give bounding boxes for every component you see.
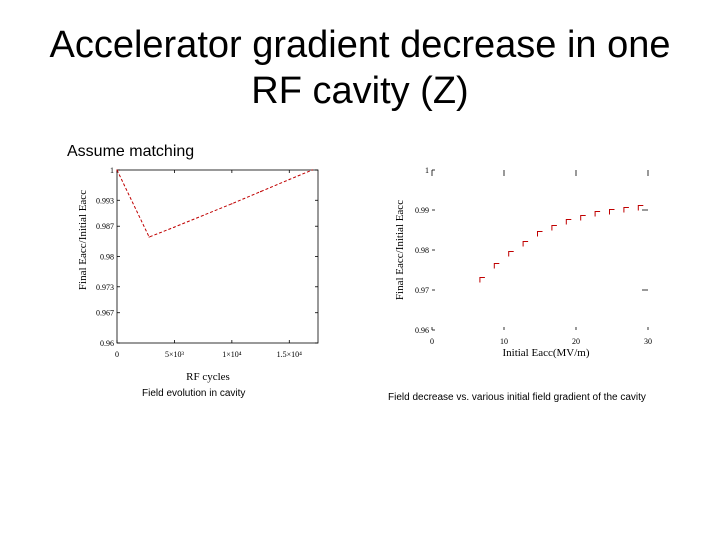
chart2-xtick-label-0: 0	[430, 337, 434, 346]
assumption-note: Assume matching	[67, 143, 195, 160]
chart1-ytick-label-6: 1	[110, 166, 114, 175]
chart2-caption: Field decrease vs. various initial field…	[388, 392, 646, 403]
chart1-plot-frame	[116, 169, 319, 344]
chart1-x-axis-label: RF cycles	[186, 371, 230, 383]
chart2-point-9	[609, 209, 615, 215]
chart2-ytick-label-1: 0.97	[415, 286, 429, 295]
chart1-ytick-label-5: 0.993	[96, 196, 114, 205]
chart2-ytick-label-4: 1	[425, 166, 429, 175]
chart2-point-0	[479, 277, 485, 283]
chart1-ytick-label-4: 0.987	[96, 222, 114, 231]
chart1-point-4	[231, 203, 233, 205]
slide-title: Accelerator gradient decrease in one RF …	[0, 22, 720, 114]
chart2-point-1	[493, 263, 500, 269]
chart1-ytick-label-3: 0.98	[100, 253, 114, 262]
chart1-caption: Field evolution in cavity	[142, 388, 246, 399]
chart2-point-3	[522, 241, 529, 247]
chart1-series-line	[116, 169, 313, 238]
chart2-x-axis-label: Initial Eacc(MV/m)	[502, 347, 589, 359]
chart2-point-10	[623, 207, 629, 213]
chart1-point-6	[288, 178, 290, 181]
chart1-ytick-label-0: 0.96	[100, 339, 114, 348]
chart1-point-2	[173, 226, 176, 228]
chart2-y-axis-label: Final Eacc/Initial Eacc	[394, 200, 406, 300]
chart1-point-7	[311, 169, 313, 171]
chart2-ytick-label-2: 0.98	[415, 246, 429, 255]
chart1-xtick-label-3: 1.5×10⁴	[277, 350, 303, 359]
chart1-xtick-label-1: 5×10³	[165, 350, 185, 359]
chart2-point-4	[537, 231, 543, 237]
chart1-point-1	[148, 236, 150, 238]
chart1-y-axis-label: Final Eacc/Initial Eacc	[77, 190, 89, 290]
chart2-point-7	[580, 215, 586, 221]
chart1-ytick-label-1: 0.967	[96, 309, 114, 318]
chart2-xtick-label-1: 10	[500, 337, 508, 346]
chart2-xtick-label-2: 20	[572, 337, 580, 346]
chart1-point-5	[259, 191, 262, 193]
chart2-point-11	[637, 205, 644, 211]
chart1-xtick-label-0: 0	[115, 350, 119, 359]
chart2-point-8	[594, 211, 601, 217]
chart1-point-0	[116, 169, 118, 171]
chart1-ytick-label-2: 0.973	[96, 283, 114, 292]
chart2-point-6	[565, 219, 572, 225]
chart2-point-5	[551, 225, 557, 231]
chart2-ytick-label-3: 0.99	[415, 206, 429, 215]
chart2-xtick-label-3: 30	[644, 337, 652, 346]
slide-title-line-1: Accelerator gradient decrease in one	[49, 24, 671, 66]
slide-title-line-2: RF cavity (Z)	[251, 70, 469, 112]
chart1-point-3	[202, 214, 204, 217]
chart1-xtick-label-2: 1×10⁴	[222, 350, 242, 359]
chart2-ytick-label-0: 0.96	[415, 326, 429, 335]
chart2-point-2	[508, 251, 514, 257]
